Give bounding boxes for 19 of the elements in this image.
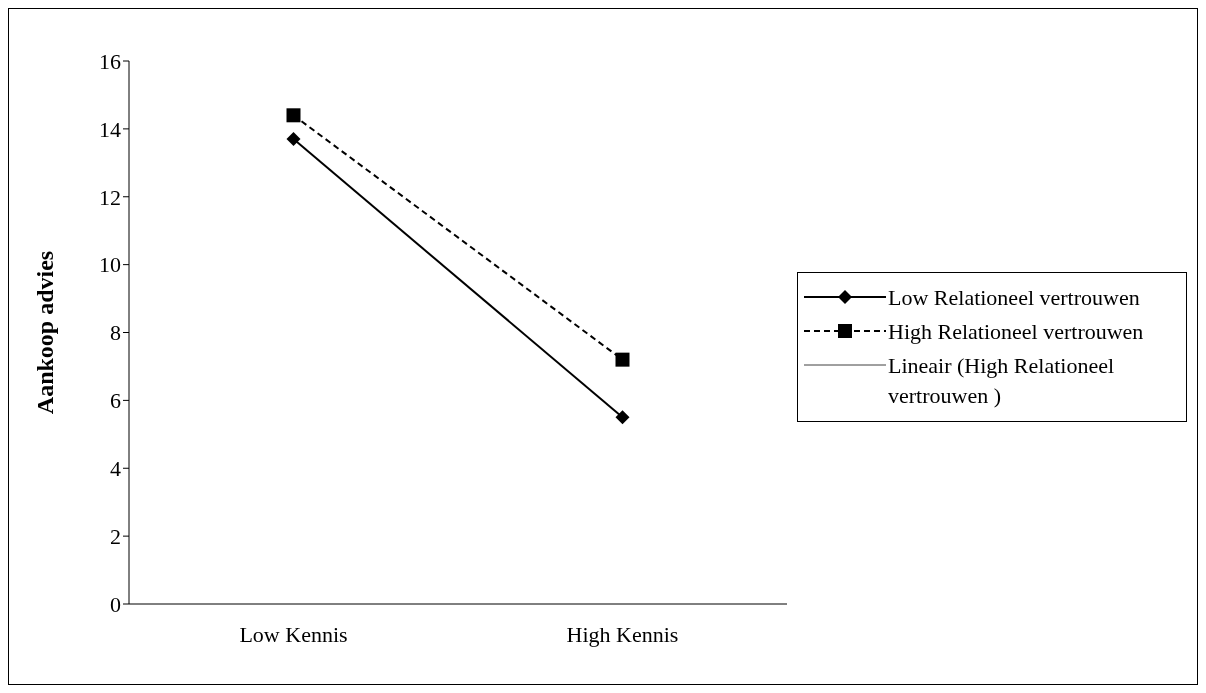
y-tick-label: 12	[99, 184, 121, 210]
y-tick-label: 4	[110, 456, 121, 482]
y-tick-label: 10	[99, 252, 121, 278]
legend-label: High Relationeel vertrouwen	[888, 317, 1145, 346]
x-tick-label: High Kennis	[566, 621, 679, 647]
point	[615, 352, 630, 367]
x-tick-label: Low Kennis	[239, 621, 348, 647]
y-tick-label: 0	[110, 591, 121, 617]
y-tick-label: 14	[99, 116, 121, 142]
y-tick-label: 6	[110, 388, 121, 414]
legend-label: Low Relationeel vertrouwen	[888, 283, 1141, 312]
point	[286, 132, 301, 147]
point	[615, 410, 630, 425]
point	[286, 108, 301, 123]
legend-label: Lineair (High Relationeel vertrouwen )	[888, 351, 1116, 410]
y-tick-label: 2	[110, 523, 121, 549]
y-axis-title: Aankoop advies	[31, 250, 58, 415]
y-tick-label: 8	[110, 320, 121, 346]
y-tick-label: 16	[99, 48, 121, 74]
